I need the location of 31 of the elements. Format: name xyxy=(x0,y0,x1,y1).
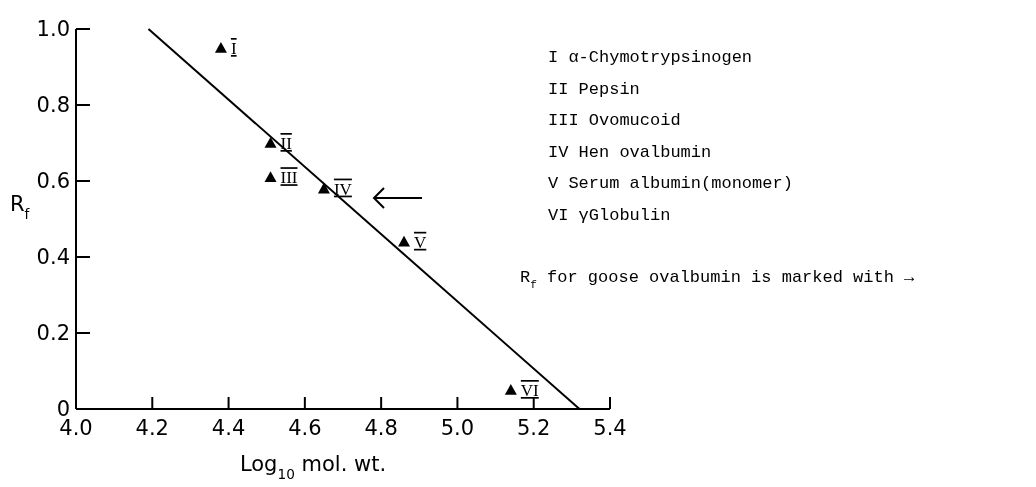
y-tick-label: 1.0 xyxy=(36,17,70,42)
y-tick-label: 0.2 xyxy=(36,321,70,346)
x-tick-label: 5.4 xyxy=(593,416,627,440)
x-tick-label: 4.8 xyxy=(364,416,398,440)
x-tick-label: 4.4 xyxy=(211,416,246,440)
x-tick-label: 4.6 xyxy=(288,416,322,440)
y-tick-label: 0.4 xyxy=(36,245,70,270)
point xyxy=(504,384,517,395)
data-label: V xyxy=(414,232,428,252)
x-tick-label: 5.0 xyxy=(440,416,475,440)
annotation: VI γGlobulin xyxy=(548,205,671,225)
annotation: I α-Chymotrypsinogen xyxy=(548,48,753,67)
point xyxy=(214,42,227,53)
annotation: IV Hen ovalbumin xyxy=(548,142,712,162)
x-tick-label: 4.2 xyxy=(135,416,169,440)
x-axis-title: Log$_{10}$ mol. wt. xyxy=(239,452,387,482)
x-tick-label: 5.2 xyxy=(517,416,551,440)
point xyxy=(264,137,277,148)
y-tick-label: 0.8 xyxy=(36,93,70,118)
data-label: VI xyxy=(520,381,540,400)
point xyxy=(264,171,277,182)
data-label: IV xyxy=(333,179,353,199)
y-axis-title: R$_{f}$ xyxy=(10,192,31,223)
annotation: III Ovomucoid xyxy=(548,111,681,130)
point xyxy=(398,235,411,247)
y-tick-label: 0.6 xyxy=(36,169,70,194)
data-label: I xyxy=(230,39,237,58)
annotation: R$_{f}$ for goose ovalbumin is marked with → xyxy=(520,268,916,291)
annotation: II Pepsin xyxy=(548,79,640,99)
data-label: III xyxy=(280,168,298,188)
annotation: V Serum albumin(monomer) xyxy=(548,174,793,193)
